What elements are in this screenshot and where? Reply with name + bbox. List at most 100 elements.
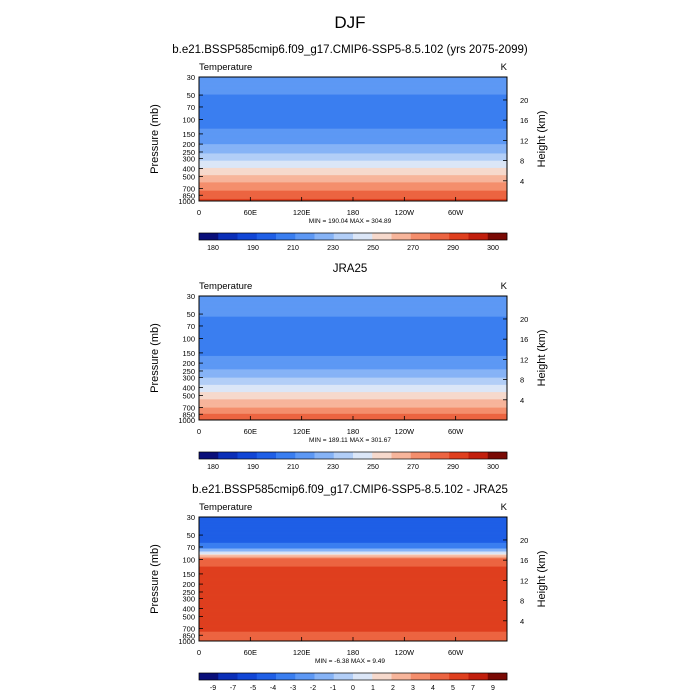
y-tick-label: 850 bbox=[182, 191, 195, 200]
contour-band bbox=[199, 544, 507, 547]
contour-band bbox=[199, 313, 507, 316]
contour-band bbox=[199, 584, 507, 586]
colorbar-swatch bbox=[276, 233, 296, 240]
contour-band bbox=[199, 530, 507, 533]
x-tick-label: 0 bbox=[197, 648, 201, 657]
contour-band bbox=[199, 599, 507, 602]
x-tick-label: 120W bbox=[395, 208, 416, 217]
y-tick-label: 500 bbox=[182, 612, 195, 621]
contour-fill bbox=[199, 77, 507, 201]
colorbar-swatch bbox=[410, 673, 431, 680]
contour-band bbox=[199, 183, 507, 186]
x-tick-label: 180 bbox=[347, 648, 360, 657]
contour-band bbox=[199, 365, 507, 367]
contour-band bbox=[199, 545, 507, 548]
contour-band bbox=[199, 312, 507, 315]
contour-band bbox=[199, 128, 507, 131]
y-tick-label: 100 bbox=[182, 335, 195, 344]
contour-band bbox=[199, 160, 507, 163]
colorbar-swatch bbox=[237, 673, 258, 680]
colorbar-label: 190 bbox=[247, 464, 259, 471]
x-tick-label: 120E bbox=[293, 427, 311, 436]
contour-band bbox=[199, 602, 507, 605]
contour-band bbox=[199, 139, 507, 141]
contour-band bbox=[199, 523, 507, 525]
contour-band bbox=[199, 89, 507, 92]
contour-band bbox=[199, 598, 507, 601]
y-tick-label: 50 bbox=[187, 531, 195, 540]
contour-band bbox=[199, 558, 507, 560]
contour-band bbox=[199, 341, 507, 344]
contour-band bbox=[199, 111, 507, 113]
y-tick-label: 100 bbox=[182, 556, 195, 565]
contour-band bbox=[199, 85, 507, 87]
contour-band bbox=[199, 412, 507, 415]
contour-band bbox=[199, 178, 507, 180]
panel-title: JRA25 bbox=[333, 263, 368, 275]
colorbar-swatch bbox=[449, 233, 469, 240]
contour-band bbox=[199, 145, 507, 147]
contour-band bbox=[199, 100, 507, 103]
min-max-stats: MIN = -6.38 MAX = 9.49 bbox=[315, 658, 385, 665]
contour-band bbox=[199, 92, 507, 95]
contour-band bbox=[199, 560, 507, 563]
contour-band bbox=[199, 401, 507, 404]
colorbar-swatch bbox=[314, 673, 335, 680]
colorbar-swatch bbox=[391, 233, 412, 240]
contour-band bbox=[199, 91, 507, 94]
contour-band bbox=[199, 332, 507, 334]
y2-tick-label: 20 bbox=[520, 315, 528, 324]
contour-band bbox=[199, 121, 507, 124]
contour-band bbox=[199, 163, 507, 166]
contour-band bbox=[199, 125, 507, 128]
contour-band bbox=[199, 583, 507, 585]
colorbar-label: 7 bbox=[471, 685, 475, 692]
contour-band bbox=[199, 152, 507, 155]
colorbar-swatch bbox=[430, 452, 450, 459]
contour-band bbox=[199, 176, 507, 178]
contour-band bbox=[199, 373, 507, 376]
contour-band bbox=[199, 154, 507, 157]
contour-band bbox=[199, 343, 507, 346]
colorbar-swatch bbox=[276, 673, 296, 680]
y-tick-label: 300 bbox=[182, 594, 195, 603]
x-tick-label: 60E bbox=[244, 208, 257, 217]
contour-band bbox=[199, 398, 507, 400]
contour-band bbox=[199, 540, 507, 543]
y-tick-label: 50 bbox=[187, 91, 195, 100]
contour-band bbox=[199, 172, 507, 174]
contour-band bbox=[199, 342, 507, 345]
contour-band bbox=[199, 575, 507, 578]
colorbar-swatch bbox=[468, 673, 489, 680]
contour-band bbox=[199, 317, 507, 320]
contour-band bbox=[199, 314, 507, 317]
colorbar-swatch bbox=[199, 452, 219, 459]
chart-panel-3: b.e21.BSSP585cmip6.f09_g17.CMIP6-SSP5-8.… bbox=[149, 484, 548, 692]
contour-band bbox=[199, 347, 507, 350]
contour-band bbox=[199, 194, 507, 197]
contour-band bbox=[199, 102, 507, 105]
contour-band bbox=[199, 311, 507, 314]
contour-band bbox=[199, 120, 507, 123]
contour-band bbox=[199, 129, 507, 132]
x-tick-label: 0 bbox=[197, 208, 201, 217]
contour-band bbox=[199, 617, 507, 619]
contour-band bbox=[199, 155, 507, 158]
contour-band bbox=[199, 188, 507, 191]
x-tick-label: 60E bbox=[244, 427, 257, 436]
colorbar-label: 250 bbox=[367, 464, 379, 471]
contour-band bbox=[199, 118, 507, 120]
y2-tick-label: 8 bbox=[520, 597, 524, 606]
contour-band bbox=[199, 531, 507, 534]
contour-band bbox=[199, 382, 507, 385]
y-tick-label: 30 bbox=[187, 513, 195, 522]
colorbar-swatch bbox=[410, 233, 431, 240]
contour-band bbox=[199, 354, 507, 357]
colorbar-swatch bbox=[333, 233, 354, 240]
colorbar-label: 290 bbox=[447, 464, 459, 471]
contour-band bbox=[199, 320, 507, 323]
y2-tick-label: 12 bbox=[520, 576, 528, 585]
contour-band bbox=[199, 532, 507, 535]
colorbar-swatch bbox=[353, 233, 373, 240]
